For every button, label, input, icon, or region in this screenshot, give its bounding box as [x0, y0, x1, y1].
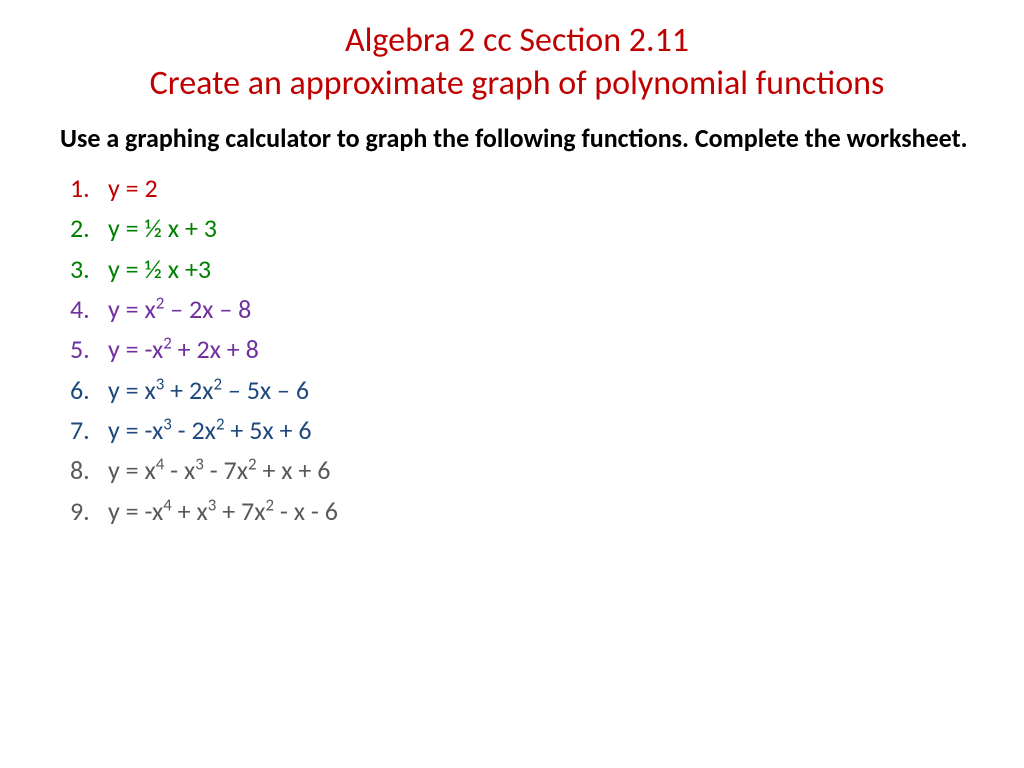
equation: y = ½ x +3: [108, 253, 211, 285]
equation: y = -x4 + x3 + 7x2 - x - 6: [108, 495, 338, 527]
list-number: 3.: [70, 249, 108, 289]
list-item: 4.y = x2 – 2x – 8: [60, 289, 974, 329]
list-item: 5.y = -x2 + 2x + 8: [60, 329, 974, 369]
list-item: 8.y = x4 - x3 - 7x2 + x + 6: [60, 450, 974, 490]
title-line2: Create an approximate graph of polynomia…: [150, 63, 885, 104]
equation: y = x3 + 2x2 – 5x – 6: [108, 374, 309, 406]
list-number: 1.: [70, 168, 108, 208]
list-number: 7.: [70, 410, 108, 450]
list-item: 7.y = -x3 - 2x2 + 5x + 6: [60, 410, 974, 450]
list-item: 3.y = ½ x +3: [60, 249, 974, 289]
list-item: 9.y = -x4 + x3 + 7x2 - x - 6: [60, 491, 974, 531]
equation: y = ½ x + 3: [108, 212, 217, 244]
list-number: 2.: [70, 208, 108, 248]
list-number: 9.: [70, 491, 108, 531]
list-item: 2.y = ½ x + 3: [60, 208, 974, 248]
equation: y = 2: [108, 172, 158, 204]
slide-content: Algebra 2 cc Section 2.11 Create an appr…: [0, 0, 1024, 551]
list-item: 6.y = x3 + 2x2 – 5x – 6: [60, 370, 974, 410]
list-item: 1.y = 2: [60, 168, 974, 208]
instruction-text: Use a graphing calculator to graph the f…: [60, 123, 974, 154]
equation: y = -x3 - 2x2 + 5x + 6: [108, 414, 312, 446]
slide-title: Algebra 2 cc Section 2.11 Create an appr…: [60, 20, 974, 105]
equation-list: 1.y = 22.y = ½ x + 33.y = ½ x +34.y = x2…: [60, 168, 974, 531]
equation: y = x4 - x3 - 7x2 + x + 6: [108, 454, 330, 486]
list-number: 5.: [70, 329, 108, 369]
list-number: 8.: [70, 450, 108, 490]
list-number: 4.: [70, 289, 108, 329]
equation: y = x2 – 2x – 8: [108, 293, 251, 325]
equation: y = -x2 + 2x + 8: [108, 333, 259, 365]
list-number: 6.: [70, 370, 108, 410]
title-line1: Algebra 2 cc Section 2.11: [345, 20, 689, 61]
